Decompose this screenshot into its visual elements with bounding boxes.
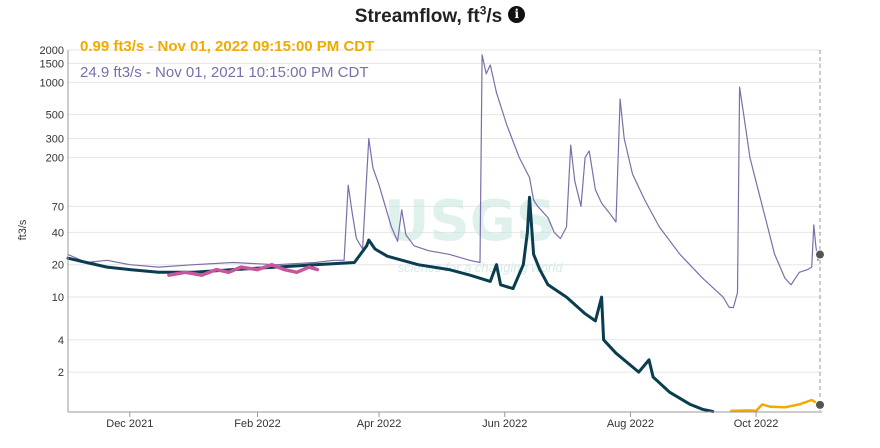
hover-markers	[815, 249, 825, 410]
y-tick-label: 4	[58, 335, 64, 347]
y-tick-label: 1000	[40, 77, 64, 89]
series-line-3	[167, 262, 320, 277]
series-lines	[66, 54, 822, 413]
y-tick-label: 70	[52, 201, 64, 213]
y-tick-label: 200	[46, 152, 64, 164]
x-tick-label: Apr 2022	[357, 418, 402, 430]
hover-marker-1	[815, 399, 825, 410]
x-tick-label: Aug 2022	[607, 418, 654, 430]
series-line-0	[67, 54, 821, 309]
y-axis-label: ft3/s	[17, 219, 29, 240]
prior-value-readout: 24.9 ft3/s - Nov 01, 2021 10:15:00 PM CD…	[80, 64, 369, 81]
chart-title: Streamflow, ft3/s i	[0, 4, 880, 28]
info-icon[interactable]: i	[508, 6, 526, 24]
x-tick-label: Oct 2022	[734, 418, 779, 430]
y-tick-label: 300	[46, 133, 64, 145]
y-tick-label: 20	[52, 260, 64, 272]
axes	[67, 50, 822, 417]
y-tick-label: 500	[46, 110, 64, 122]
y-tick-label: 2	[58, 367, 64, 379]
hover-marker-0	[815, 249, 825, 260]
x-tick-label: Dec 2021	[106, 418, 153, 430]
current-value-readout: 0.99 ft3/s - Nov 01, 2022 09:15:00 PM CD…	[80, 38, 374, 55]
y-tick-label: 1500	[40, 58, 64, 70]
y-tick-label: 40	[52, 227, 64, 239]
x-tick-label: Feb 2022	[234, 418, 280, 430]
series-line-2	[730, 398, 822, 413]
x-tick-label: Jun 2022	[482, 418, 527, 430]
chart-title-text: Streamflow, ft3/s	[354, 4, 503, 28]
grid-lines	[68, 49, 822, 373]
y-tick-label: 2000	[40, 45, 64, 57]
y-tick-label: 10	[52, 292, 64, 304]
